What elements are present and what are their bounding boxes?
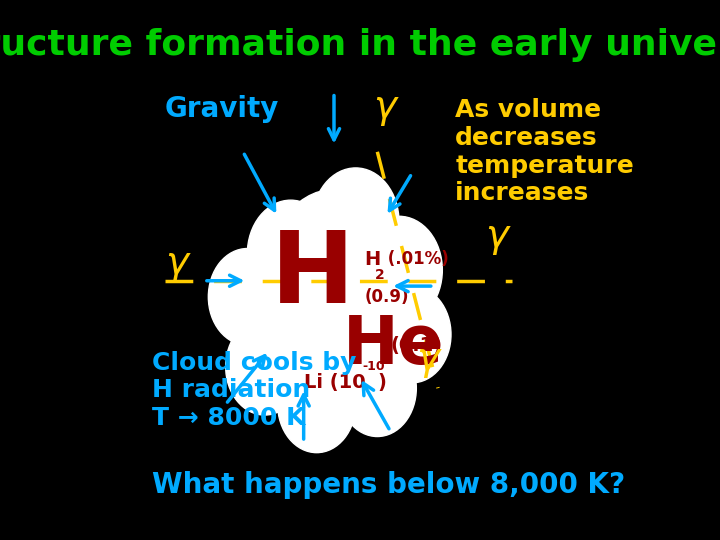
Ellipse shape [356, 217, 442, 323]
Text: $\gamma$: $\gamma$ [165, 246, 192, 284]
Text: H: H [364, 250, 381, 269]
Text: $\gamma$: $\gamma$ [485, 219, 512, 256]
Text: H: H [271, 227, 354, 324]
Ellipse shape [373, 286, 451, 383]
Ellipse shape [248, 200, 334, 308]
Ellipse shape [208, 248, 287, 345]
Text: Gravity: Gravity [165, 95, 279, 123]
Text: -10: -10 [362, 360, 384, 373]
Ellipse shape [261, 190, 408, 404]
Text: ): ) [377, 373, 386, 393]
Ellipse shape [338, 340, 416, 436]
Text: (0.1): (0.1) [390, 336, 443, 355]
Text: (0.9): (0.9) [364, 288, 409, 306]
Ellipse shape [225, 319, 304, 415]
Ellipse shape [278, 356, 356, 453]
Ellipse shape [312, 168, 399, 275]
Text: What happens below 8,000 K?: What happens below 8,000 K? [152, 471, 625, 499]
Text: As volume
decreases
temperature
increases: As volume decreases temperature increase… [455, 98, 634, 206]
Text: 2: 2 [375, 268, 385, 282]
Text: Li (10: Li (10 [304, 373, 365, 393]
Text: $\gamma$: $\gamma$ [416, 342, 443, 380]
Text: $\gamma$: $\gamma$ [373, 90, 400, 128]
Text: Cloud cools by
H radiation
T → 8000 K: Cloud cools by H radiation T → 8000 K [152, 350, 356, 430]
Text: He: He [343, 312, 444, 378]
Text: (.01%): (.01%) [382, 250, 449, 268]
Text: Structure formation in the early universe: Structure formation in the early univers… [0, 28, 720, 62]
